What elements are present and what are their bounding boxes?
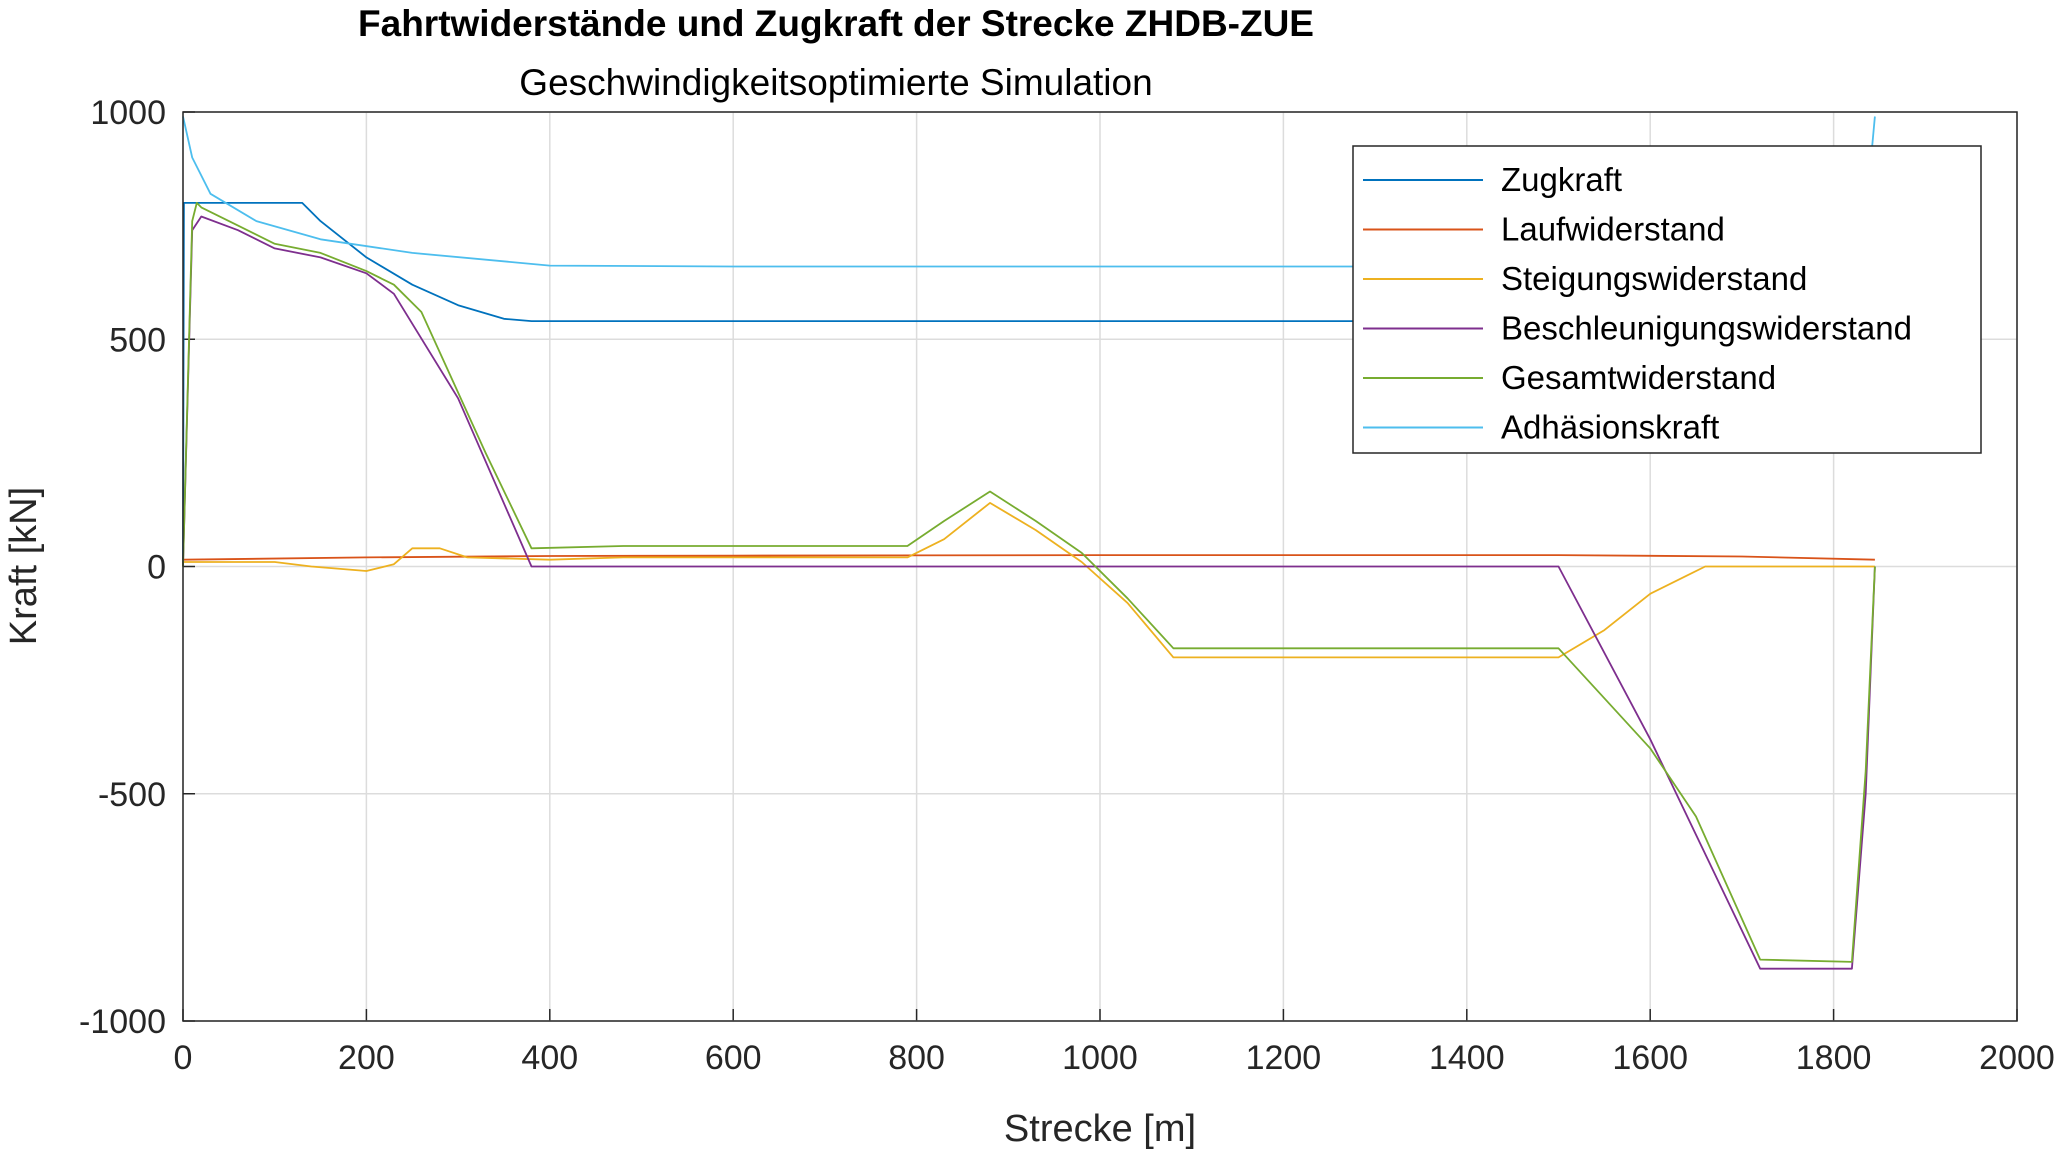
legend-label-beschleunigungswiderstand: Beschleunigungswiderstand — [1501, 310, 1912, 347]
y-tick-label: 0 — [147, 549, 166, 587]
y-tick-label: -500 — [98, 776, 166, 814]
series-line-laufwiderstand — [182, 554, 1875, 561]
legend-label-adh-sionskraft: Adhäsionskraft — [1501, 409, 1719, 446]
legend-label-laufwiderstand: Laufwiderstand — [1501, 211, 1725, 248]
legend-label-gesamtwiderstand: Gesamtwiderstand — [1501, 359, 1776, 396]
x-tick-label: 200 — [338, 1039, 395, 1077]
legend-label-steigungswiderstand: Steigungswiderstand — [1501, 260, 1807, 297]
x-tick-label: 1400 — [1429, 1039, 1505, 1077]
series-line-beschleunigungswiderstand — [182, 215, 1876, 970]
x-tick-label: 1200 — [1246, 1039, 1322, 1077]
series-line-zugkraft — [182, 202, 1880, 567]
x-tick-label: 0 — [174, 1039, 193, 1077]
y-tick-label: 1000 — [90, 94, 166, 132]
x-axis-label: Strecke [m] — [1004, 1108, 1196, 1150]
series-line-steigungswiderstand — [183, 502, 1875, 659]
legend-label-zugkraft: Zugkraft — [1501, 161, 1622, 198]
y-tick-labels: 1000 500 0 -500 -1000 — [79, 94, 166, 1041]
chart-title: Fahrtwiderstände und Zugkraft der Streck… — [358, 3, 1314, 44]
y-tick-label: 500 — [109, 321, 166, 359]
legend: Zugkraft Laufwiderstand Steigungswiderstan… — [1352, 145, 1982, 454]
x-tick-label: 800 — [888, 1039, 945, 1077]
x-tick-label: 2000 — [1979, 1039, 2055, 1077]
x-tick-label: 1800 — [1796, 1039, 1872, 1077]
plot-frame — [182, 111, 2018, 1022]
y-axis-label: Kraft [kN] — [3, 487, 45, 645]
y-tick-label: -1000 — [79, 1003, 166, 1041]
x-tick-labels: 0 200 400 600 800 1000 1200 1400 1600 1800 2000 — [174, 1039, 2055, 1077]
x-tick-label: 1000 — [1062, 1039, 1138, 1077]
x-tick-label: 400 — [521, 1039, 578, 1077]
legend-box — [1352, 145, 1982, 454]
series-line-gesamtwiderstand — [182, 202, 1876, 963]
chart-subtitle: Geschwindigkeitsoptimierte Simulation — [519, 62, 1152, 103]
x-tick-label: 1600 — [1612, 1039, 1688, 1077]
x-tick-label: 600 — [705, 1039, 762, 1077]
